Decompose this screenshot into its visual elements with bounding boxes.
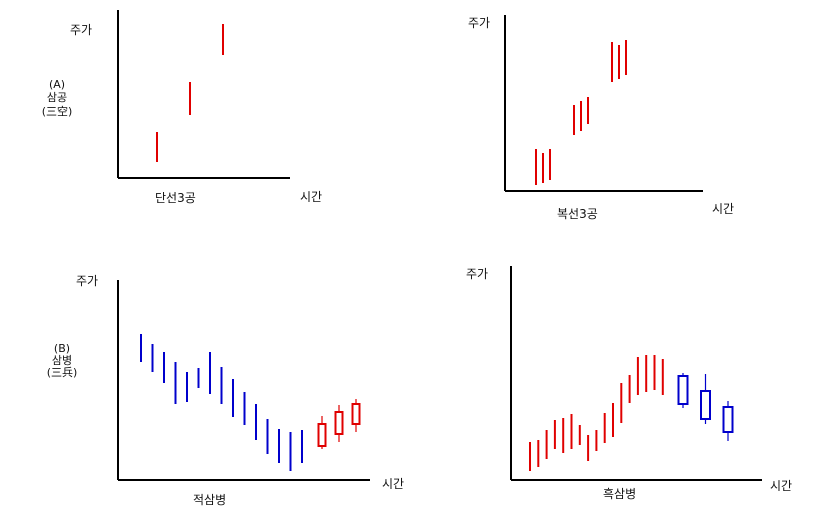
panel-red-three-soldiers-caption: 적삼병 [193, 493, 226, 507]
panel-black-three-crows-marks [510, 266, 762, 481]
panel-black-three-crows-ylabel: 주가 [466, 267, 488, 281]
panel-red-three-soldiers-xlabel: 시간 [382, 477, 404, 491]
panel-black-three-crows-caption: 흑삼병 [603, 487, 636, 501]
panel-multi-gap-ylabel: 주가 [468, 16, 490, 30]
side-label-a: (A) 삼공 (三空) [42, 78, 73, 118]
candle-body [317, 423, 327, 447]
candle-body [700, 390, 711, 420]
panel-multi-gap: 주가 시간 복선3공 [468, 15, 734, 221]
candle-body [351, 403, 361, 425]
side-label-b-line3: (三兵) [47, 366, 78, 379]
candle-body [722, 406, 734, 433]
candle-body [677, 375, 689, 405]
candle-body [334, 411, 344, 435]
side-label-a-line2: 삼공 [47, 91, 67, 104]
panel-black-three-crows-xlabel: 시간 [770, 479, 792, 493]
panel-red-three-soldiers-ylabel: 주가 [76, 274, 98, 288]
panel-single-gap-caption: 단선3공 [155, 191, 196, 205]
side-label-a-line3: (三空) [42, 104, 73, 118]
panel-multi-gap-marks [504, 15, 703, 192]
panel-multi-gap-xlabel: 시간 [712, 202, 734, 216]
panel-single-gap: 주가 시간 단선3공 [70, 10, 322, 205]
panel-black-three-crows: 주가 시간 흑삼병 [466, 266, 792, 501]
panel-red-three-soldiers: 주가 시간 적삼병 [76, 274, 404, 507]
side-label-b-line2: 삼병 [52, 354, 72, 367]
side-label-b: (B) 삼병 (三兵) [47, 342, 78, 379]
panel-single-gap-ylabel: 주가 [70, 23, 92, 37]
side-label-b-line1: (B) [54, 342, 70, 355]
panel-single-gap-marks [117, 10, 290, 179]
panel-red-three-soldiers-marks [117, 280, 370, 481]
panel-single-gap-xlabel: 시간 [300, 190, 322, 204]
panel-multi-gap-caption: 복선3공 [557, 207, 598, 221]
side-label-a-line1: (A) [49, 78, 65, 91]
